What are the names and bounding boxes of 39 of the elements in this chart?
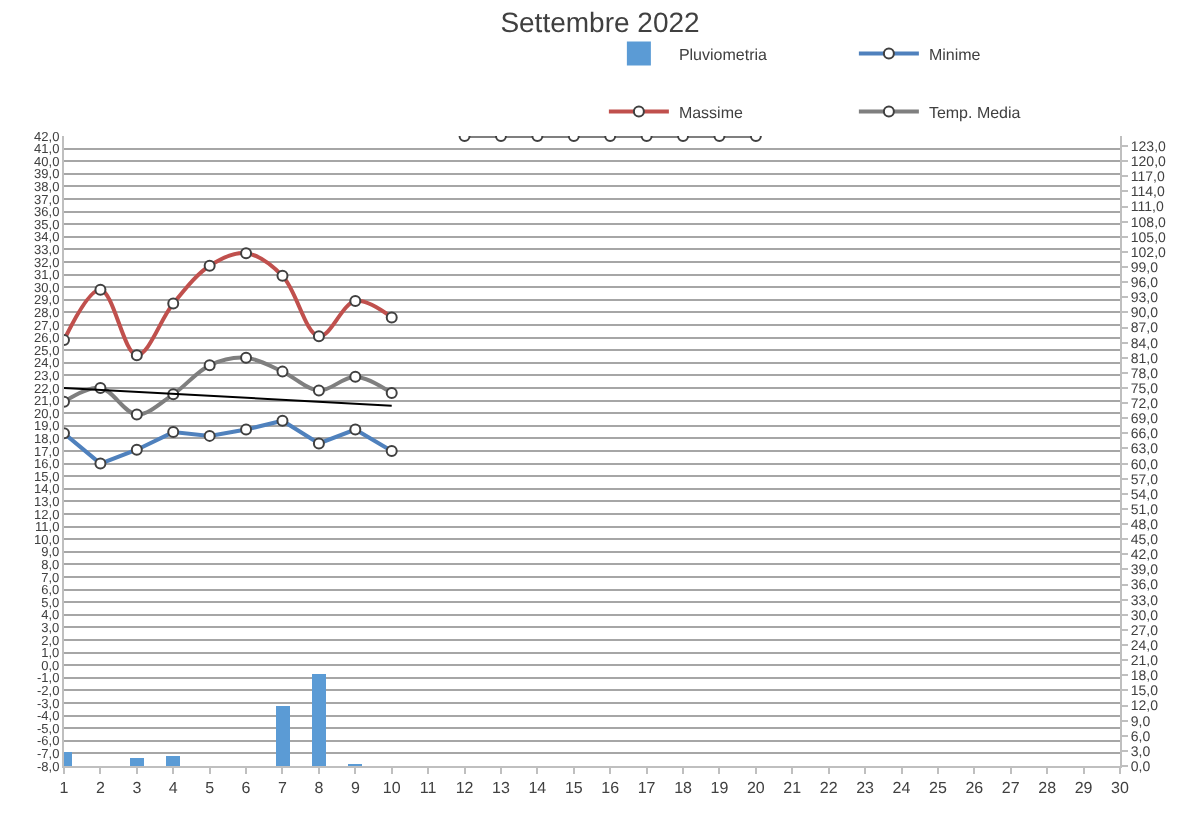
x-tick-label: 10 [382, 779, 402, 798]
legend-label: Temp. Media [928, 103, 1022, 122]
legend-label: Minime [928, 45, 982, 64]
legend-label: Pluviometria [678, 45, 769, 64]
x-tick-label: 1 [59, 779, 70, 798]
bar [130, 758, 144, 766]
x-tick-label: 23 [856, 779, 876, 798]
x-tick-label: 21 [783, 779, 803, 798]
x-tick-label: 18 [674, 779, 694, 798]
x-tick-label: 15 [564, 779, 584, 798]
x-tick-label: 19 [710, 779, 730, 798]
x-tick-label: 5 [205, 779, 216, 798]
x-tick-label: 7 [278, 779, 289, 798]
x-tick-label: 28 [1038, 779, 1058, 798]
x-tick-label: 14 [528, 779, 548, 798]
x-tick-label: 16 [601, 779, 621, 798]
x-tick-label: 29 [1074, 779, 1094, 798]
bar [276, 706, 290, 766]
x-tick-label: 20 [746, 779, 766, 798]
x-tick-label: 11 [419, 779, 438, 798]
x-tick-label: 26 [965, 779, 985, 798]
x-tick-label: 22 [819, 779, 839, 798]
x-tick-label: 8 [314, 779, 325, 798]
x-tick-label: 2 [95, 779, 106, 798]
x-tick-label: 13 [492, 779, 511, 798]
bar [166, 756, 180, 766]
x-tick-label: 27 [1001, 779, 1021, 798]
x-tick-label: 9 [350, 779, 361, 798]
legend-label: Massime [678, 103, 744, 122]
x-tick-label: 4 [168, 779, 179, 798]
x-tick-label: 24 [892, 779, 912, 798]
x-tick-label: 12 [455, 779, 475, 798]
bar [312, 674, 326, 766]
x-tick-label: 25 [929, 779, 948, 798]
x-tick-label: 6 [241, 779, 252, 798]
x-tick-label: 30 [1111, 779, 1130, 798]
chart-title: Settembre 2022 [500, 5, 701, 38]
x-tick-label: 17 [637, 779, 657, 798]
x-tick-label: 3 [132, 779, 143, 798]
